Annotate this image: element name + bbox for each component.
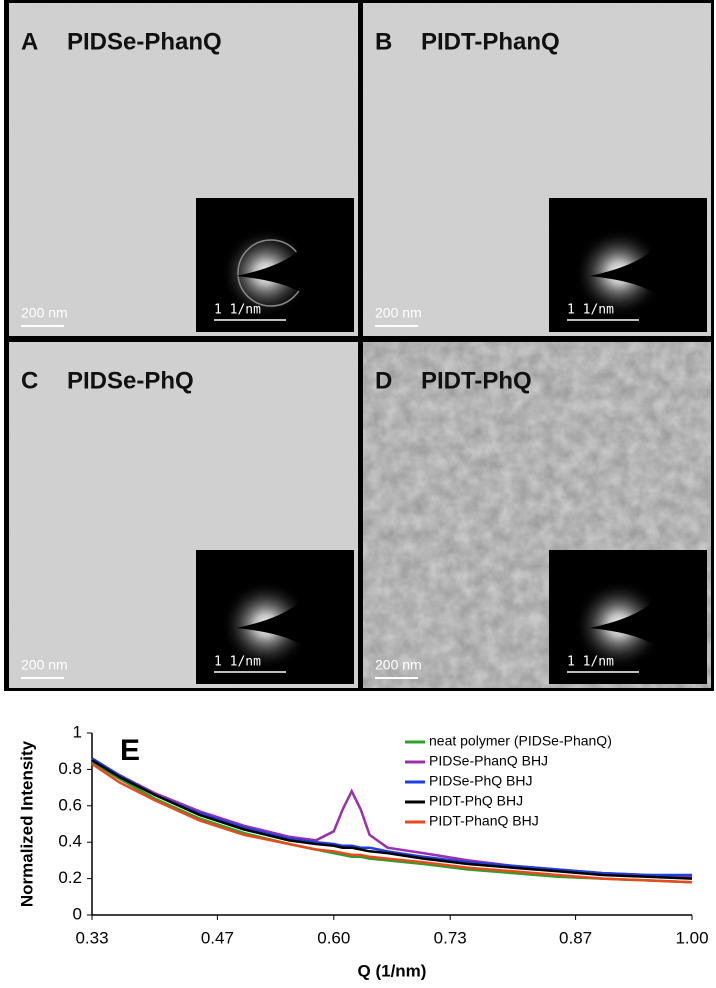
panel-letter: E bbox=[120, 734, 140, 767]
legend-label: PIDT-PhQ BHJ bbox=[429, 793, 523, 809]
x-tick-label: 0.33 bbox=[75, 928, 108, 947]
scale-bar-label: 200 nm bbox=[375, 657, 422, 673]
y-axis-title: Normalized Intensity bbox=[17, 740, 36, 907]
legend-label: PIDSe-PhQ BHJ bbox=[429, 773, 532, 789]
panel-title: PIDT-PhanQ bbox=[421, 28, 560, 55]
line-chart: 0 0.2 0.4 0.6 0.8 1 0.33 0.47 0.60 0.73 0.87 1.00 Q … bbox=[17, 722, 708, 980]
y-tick-label: 0.4 bbox=[58, 832, 82, 851]
y-tick-label: 1 bbox=[73, 722, 82, 741]
inset-scale-label: 1 1/nm bbox=[567, 655, 614, 670]
x-axis-title: Q (1/nm) bbox=[358, 961, 427, 980]
panel-letter: D bbox=[375, 367, 392, 394]
data-line bbox=[92, 759, 692, 876]
panel-letter: C bbox=[21, 367, 38, 394]
legend-label: PIDT-PhanQ BHJ bbox=[429, 813, 539, 829]
inset-scale-label: 1 1/nm bbox=[214, 655, 261, 670]
panel-title: PIDT-PhQ bbox=[421, 367, 532, 394]
scale-bar-label: 200 nm bbox=[21, 657, 68, 673]
panel-title: PIDSe-PhQ bbox=[67, 367, 194, 394]
scale-bar-label: 200 nm bbox=[21, 305, 68, 321]
data-line bbox=[92, 764, 692, 882]
inset-scale-label: 1 1/nm bbox=[567, 303, 614, 318]
y-tick-label: 0 bbox=[73, 904, 82, 923]
figure: A PIDSe-PhanQ 200 nm 1 1/nm B PIDT-PhanQ 200 n… bbox=[0, 0, 716, 983]
data-line bbox=[92, 762, 692, 882]
tem-panel: D PIDT-PhQ 200 nm 1 1/nm bbox=[363, 342, 711, 688]
x-tick-label: 1.00 bbox=[675, 928, 708, 947]
x-tick-label: 0.47 bbox=[201, 928, 234, 947]
y-tick-label: 0.2 bbox=[58, 868, 82, 887]
tem-panel: C PIDSe-PhQ 200 nm 1 1/nm bbox=[9, 342, 358, 688]
panel-letter: A bbox=[21, 28, 38, 55]
tem-panel: A PIDSe-PhanQ 200 nm 1 1/nm bbox=[9, 3, 358, 336]
inset-scale-label: 1 1/nm bbox=[214, 303, 261, 318]
scale-bar-label: 200 nm bbox=[375, 305, 422, 321]
x-tick-label: 0.73 bbox=[434, 928, 467, 947]
x-tick-label: 0.87 bbox=[559, 928, 592, 947]
panel-title: PIDSe-PhanQ bbox=[67, 28, 222, 55]
y-tick-label: 0.8 bbox=[58, 759, 82, 778]
tem-panel: B PIDT-PhanQ 200 nm 1 1/nm bbox=[363, 3, 711, 336]
panel-letter: B bbox=[375, 28, 392, 55]
legend-label: neat polymer (PIDSe-PhanQ) bbox=[429, 733, 612, 749]
legend-label: PIDSe-PhanQ BHJ bbox=[429, 753, 548, 769]
y-tick-label: 0.6 bbox=[58, 795, 82, 814]
x-tick-label: 0.60 bbox=[317, 928, 350, 947]
